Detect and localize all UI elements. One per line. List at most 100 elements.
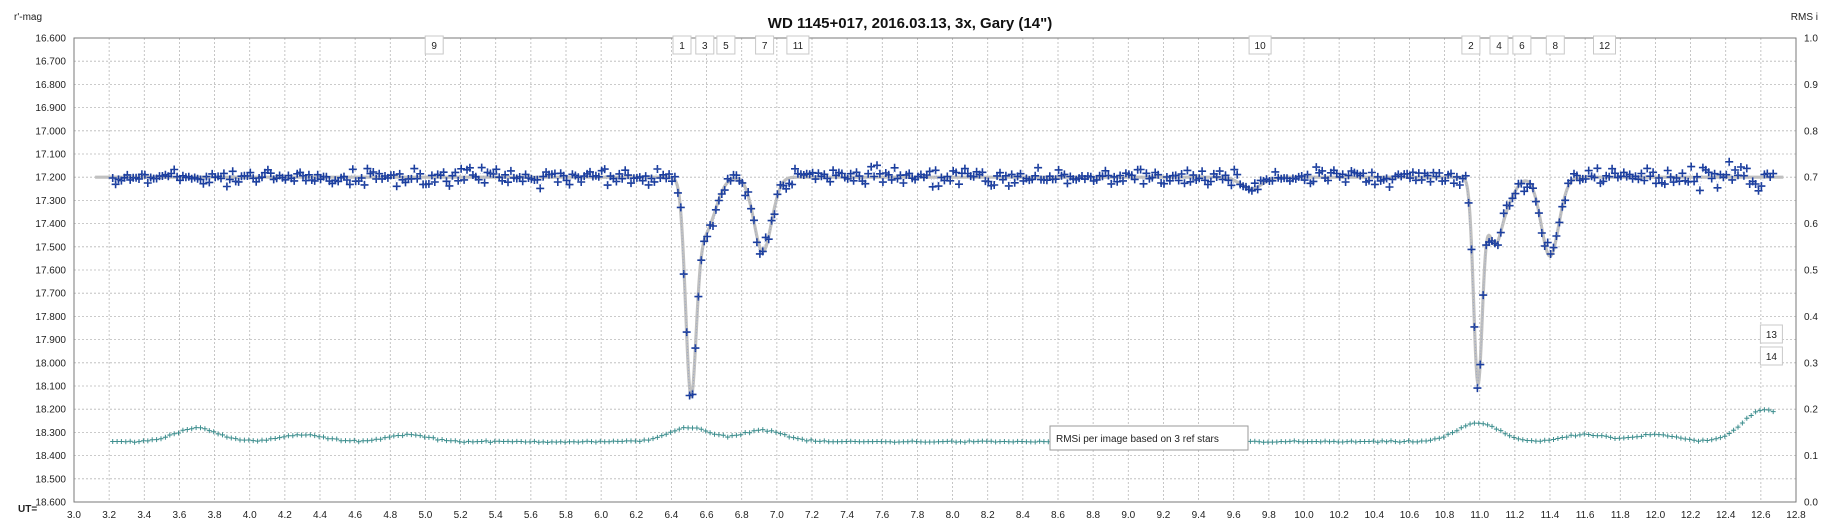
data-point bbox=[465, 163, 474, 172]
x-tick-label: 8.2 bbox=[981, 510, 995, 520]
data-point bbox=[492, 165, 501, 174]
data-point bbox=[1382, 174, 1391, 183]
dip-label-box bbox=[1248, 35, 1272, 55]
gridlines bbox=[74, 38, 1796, 502]
data-point bbox=[445, 181, 454, 190]
data-point bbox=[1558, 202, 1567, 211]
dip-label-box bbox=[716, 35, 736, 55]
data-point bbox=[1001, 171, 1010, 180]
x-tick-label: 6.0 bbox=[594, 510, 608, 520]
data-point bbox=[518, 177, 527, 186]
y-tick-label: 17.200 bbox=[35, 173, 66, 184]
dip-label-box bbox=[1593, 35, 1616, 55]
dip-label-text: 5 bbox=[723, 41, 729, 52]
x-tick-label: 10.4 bbox=[1365, 510, 1385, 520]
y2-tick-label: 0.1 bbox=[1804, 451, 1818, 462]
dip-label: 14 bbox=[1759, 346, 1783, 366]
data-point bbox=[170, 165, 179, 174]
x-tick-label: 10.8 bbox=[1435, 510, 1455, 520]
dip-label-box bbox=[1489, 35, 1509, 55]
data-point bbox=[644, 180, 653, 189]
data-point bbox=[539, 172, 548, 181]
data-point bbox=[676, 203, 685, 212]
dip-label-text: 4 bbox=[1496, 41, 1502, 52]
data-point bbox=[960, 164, 969, 173]
data-point bbox=[846, 169, 855, 178]
dip-label-text: 3 bbox=[702, 41, 708, 52]
data-point bbox=[1690, 177, 1699, 186]
data-point bbox=[1031, 171, 1040, 180]
data-point bbox=[641, 172, 650, 181]
data-point bbox=[1590, 173, 1599, 182]
x-tick-label: 9.0 bbox=[1121, 510, 1135, 520]
data-point bbox=[1605, 172, 1614, 181]
data-point bbox=[665, 170, 674, 179]
data-point bbox=[890, 163, 899, 172]
dip-label: 6 bbox=[1512, 35, 1532, 55]
dip-label-text: 9 bbox=[431, 41, 437, 52]
data-point bbox=[668, 177, 676, 186]
data-point bbox=[1529, 184, 1537, 193]
data-point bbox=[1104, 171, 1113, 180]
x-tick-label: 6.8 bbox=[735, 510, 749, 520]
dip-label-box bbox=[1759, 346, 1783, 366]
data-point bbox=[1505, 201, 1514, 210]
data-point bbox=[1221, 171, 1230, 180]
y2-tick-label: 0.0 bbox=[1804, 498, 1818, 509]
dip-label: 3 bbox=[695, 35, 715, 55]
data-point bbox=[873, 161, 881, 170]
data-point bbox=[1189, 171, 1198, 180]
data-point bbox=[791, 164, 799, 173]
data-point bbox=[1174, 176, 1183, 185]
data-point bbox=[369, 168, 378, 176]
data-point bbox=[726, 176, 735, 185]
x-tick-label: 11.4 bbox=[1541, 510, 1560, 520]
data-point bbox=[225, 175, 234, 184]
x-tick-label: 5.0 bbox=[418, 510, 432, 520]
data-point bbox=[1016, 169, 1025, 178]
data-point bbox=[217, 174, 225, 183]
x-tick-label: 9.8 bbox=[1262, 510, 1276, 520]
x-tick-label: 8.0 bbox=[946, 510, 960, 520]
y-axis-label: r'-mag bbox=[14, 12, 42, 23]
data-point bbox=[451, 168, 460, 177]
data-point bbox=[196, 175, 205, 184]
data-point bbox=[1663, 166, 1672, 175]
data-point bbox=[1572, 171, 1581, 180]
data-point bbox=[1423, 171, 1432, 180]
x-tick-label: 7.0 bbox=[770, 510, 784, 520]
data-point bbox=[905, 169, 914, 178]
data-point bbox=[1546, 250, 1555, 258]
chart-title: WD 1145+017, 2016.03.13, 3x, Gary (14") bbox=[768, 15, 1052, 32]
data-point bbox=[1473, 384, 1482, 393]
dip-label: 1 bbox=[672, 35, 692, 55]
dip-label-box bbox=[1759, 324, 1783, 344]
rms-series bbox=[110, 407, 1776, 445]
data-point bbox=[392, 182, 401, 191]
y-tick-label: 16.600 bbox=[35, 34, 66, 45]
data-point bbox=[1154, 170, 1163, 179]
data-point bbox=[123, 170, 132, 179]
data-point bbox=[1508, 194, 1517, 203]
x-tick-label: 12.2 bbox=[1681, 510, 1701, 520]
y-tick-label: 17.900 bbox=[35, 335, 66, 346]
data-point bbox=[515, 173, 524, 181]
data-point bbox=[1654, 174, 1663, 182]
data-point bbox=[1142, 169, 1151, 178]
data-point bbox=[562, 176, 571, 185]
data-point bbox=[887, 175, 896, 184]
y-tick-label: 18.200 bbox=[35, 405, 66, 416]
data-point bbox=[1297, 172, 1306, 180]
x-tick-label: 3.4 bbox=[137, 510, 151, 520]
data-point bbox=[143, 179, 152, 187]
dip-label-text: 14 bbox=[1766, 352, 1778, 363]
data-point bbox=[1224, 176, 1233, 185]
data-point bbox=[1625, 170, 1634, 179]
x-tick-label: 4.0 bbox=[243, 510, 257, 520]
y2-tick-labels: 1.0 0.9 0.8 0.7 0.6 0.5 0.4 0.3 0.2 0.1 0.0 bbox=[1804, 34, 1818, 509]
x-tick-label: 8.8 bbox=[1086, 510, 1100, 520]
data-point bbox=[752, 238, 761, 247]
y2-tick-label: 0.3 bbox=[1804, 358, 1818, 369]
data-point bbox=[1212, 173, 1221, 181]
